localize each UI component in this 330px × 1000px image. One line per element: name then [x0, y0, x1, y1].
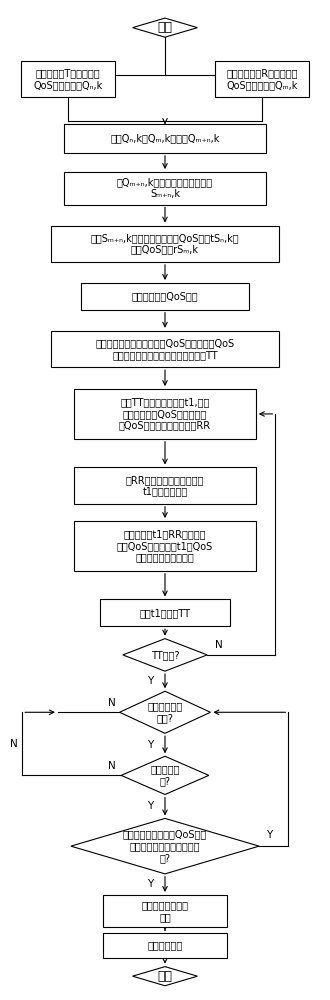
Text: 获取任务集T，提取任务
QoS，得到矩阵Qₙ,k: 获取任务集T，提取任务 QoS，得到矩阵Qₙ,k — [33, 68, 102, 90]
Text: 若RR集只有一个资源，分配
t1到该资源执行: 若RR集只有一个资源，分配 t1到该资源执行 — [126, 475, 204, 496]
Text: N: N — [214, 640, 222, 650]
Text: 获取云资源集R，提取资源
QoS，得到矩阵Qₘ,k: 获取云资源集R，提取资源 QoS，得到矩阵Qₘ,k — [227, 68, 298, 90]
Text: 全部任务完成: 全部任务完成 — [148, 941, 182, 951]
Polygon shape — [71, 818, 259, 874]
FancyBboxPatch shape — [103, 895, 227, 927]
FancyBboxPatch shape — [103, 933, 227, 958]
Polygon shape — [133, 967, 197, 986]
FancyBboxPatch shape — [74, 389, 256, 439]
Text: 合并Qₙ,k和Qₘ,k，得到Qₘ₊ₙ,k: 合并Qₙ,k和Qₘ,k，得到Qₘ₊ₙ,k — [110, 134, 220, 144]
Text: N: N — [108, 698, 115, 708]
Text: 有无空闲资
源?: 有无空闲资 源? — [150, 765, 180, 786]
FancyBboxPatch shape — [51, 331, 279, 367]
Text: 分离Sₘ₊ₙ,k，得到标准化任务QoS矩阵tSₙ,k和
资源QoS矩阵rSₘ,k: 分离Sₘ₊ₙ,k，得到标准化任务QoS矩阵tSₙ,k和 资源QoS矩阵rSₘ,k — [91, 233, 239, 255]
FancyBboxPatch shape — [51, 226, 279, 262]
Text: 该空闲资源中的最高QoS满意
度任务序列中有无任务未执
行?: 该空闲资源中的最高QoS满意 度任务序列中有无任务未执 行? — [123, 830, 207, 863]
Text: 计算任务集中各任务的综合QoS需求，并按QoS
需求将任务降序排列，得到新任务集TT: 计算任务集中各任务的综合QoS需求，并按QoS 需求将任务降序排列，得到新任务集… — [95, 338, 235, 360]
Text: 计算各维资源QoS权値: 计算各维资源QoS权値 — [132, 291, 198, 301]
Polygon shape — [133, 18, 197, 37]
FancyBboxPatch shape — [64, 172, 266, 205]
Polygon shape — [119, 691, 211, 733]
Text: N: N — [10, 739, 18, 749]
Text: N: N — [108, 761, 115, 771]
Text: Y: Y — [147, 676, 153, 686]
FancyBboxPatch shape — [74, 467, 256, 504]
Text: Y: Y — [147, 740, 153, 750]
FancyBboxPatch shape — [100, 599, 230, 626]
FancyBboxPatch shape — [74, 521, 256, 571]
Text: Y: Y — [147, 801, 153, 811]
Polygon shape — [121, 756, 209, 795]
Text: 全部任务执行
完毕?: 全部任务执行 完毕? — [148, 701, 182, 723]
FancyBboxPatch shape — [81, 283, 249, 310]
FancyBboxPatch shape — [215, 61, 310, 97]
Text: 否则，计算t1至RR集中各资
源的QoS距离，分配t1到QoS
距离最小的资源上执行: 否则，计算t1至RR集中各资 源的QoS距离，分配t1到QoS 距离最小的资源上… — [117, 529, 213, 562]
Text: TT为空?: TT为空? — [151, 650, 179, 660]
Text: 删除t1，更新TT: 删除t1，更新TT — [140, 608, 190, 618]
Text: 开始: 开始 — [157, 21, 173, 34]
FancyBboxPatch shape — [20, 61, 115, 97]
Text: Y: Y — [266, 830, 272, 840]
Text: 结束: 结束 — [157, 970, 173, 983]
FancyBboxPatch shape — [64, 124, 266, 153]
Polygon shape — [123, 639, 207, 671]
Text: 对于TT中的第一个任务t1,计算
其到各资源的QoS满意度，得
到QoS满意度最大的资源集RR: 对于TT中的第一个任务t1,计算 其到各资源的QoS满意度，得 到QoS满意度最… — [119, 397, 211, 431]
Text: 对Qₘ₊ₙ,k进行标准化处理，得到
Sₘ₊ₙ,k: 对Qₘ₊ₙ,k进行标准化处理，得到 Sₘ₊ₙ,k — [117, 177, 213, 199]
Text: 该任务到空闲资源
执行: 该任务到空闲资源 执行 — [142, 900, 188, 922]
Text: Y: Y — [147, 879, 153, 889]
